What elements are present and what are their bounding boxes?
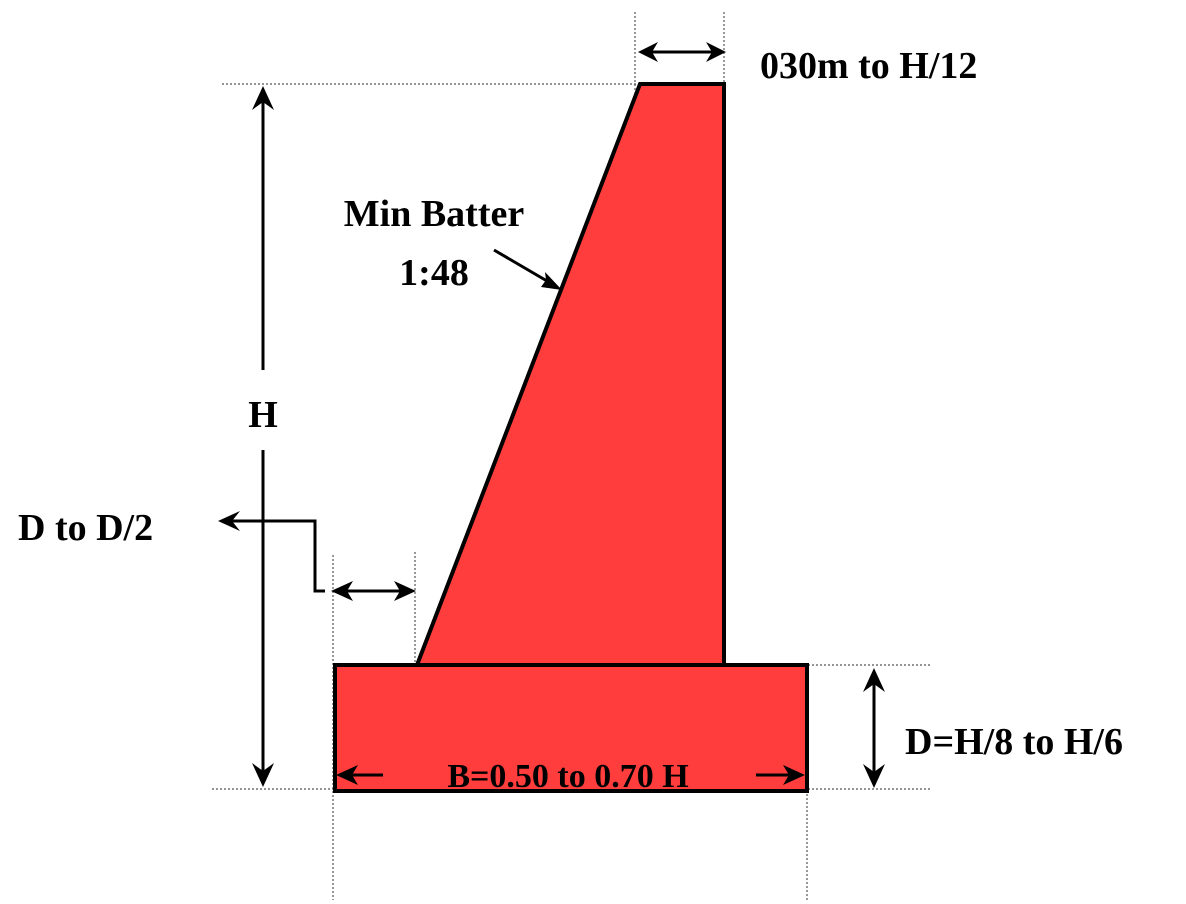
wall-stem xyxy=(414,82,726,667)
base-thickness-label: D=H/8 to H/6 xyxy=(905,721,1123,763)
top-width-label: 030m to H/12 xyxy=(760,45,977,87)
arrowhead-up xyxy=(252,86,274,110)
batter-label-line2: 1:48 xyxy=(399,252,469,294)
batter-pointer-arrow xyxy=(493,248,562,290)
height-dimension xyxy=(252,86,274,787)
arrowhead-batter xyxy=(541,272,562,290)
arrowhead-toe-right xyxy=(394,581,416,601)
arrowhead-base-left xyxy=(336,765,358,785)
arrowhead-base-right xyxy=(783,765,805,785)
arrowhead-toe-left xyxy=(331,581,353,601)
arrowhead-down xyxy=(252,763,274,787)
arrowhead-leader-left xyxy=(218,511,240,531)
base-width-label: B=0.50 to 0.70 H xyxy=(447,758,688,795)
arrowhead-right xyxy=(706,42,726,62)
arrowhead-left xyxy=(638,42,658,62)
wall-body xyxy=(333,82,809,793)
batter-pointer-line xyxy=(493,248,548,283)
toe-leader-line xyxy=(232,519,325,593)
batter-label-line1: Min Batter xyxy=(344,193,525,235)
arrowhead-thickness-down xyxy=(863,764,885,788)
base-slab xyxy=(333,663,809,793)
base-thickness-dimension xyxy=(863,668,885,788)
toe-projection-label: D to D/2 xyxy=(18,507,153,549)
height-label: H xyxy=(248,394,278,436)
top-width-dimension xyxy=(638,42,726,62)
base-width-dimension xyxy=(336,765,805,785)
arrowhead-thickness-up xyxy=(863,668,885,692)
toe-projection-leader xyxy=(218,511,416,601)
